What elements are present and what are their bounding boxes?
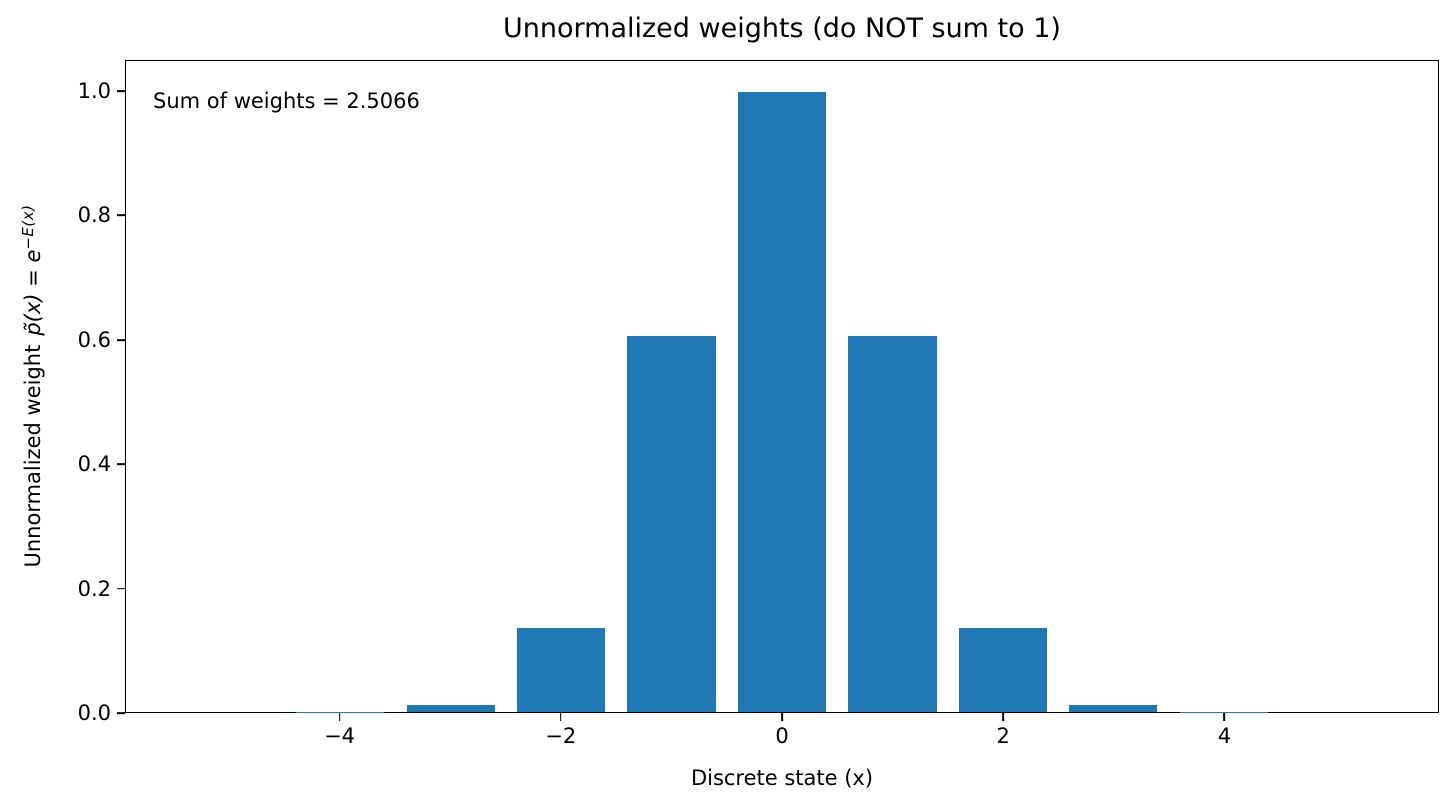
bar-x--2 [516,628,606,712]
x-axis-label: Discrete state (x) [690,766,874,790]
y-tick-mark [117,90,125,92]
y-tick-mark [117,214,125,217]
x-tick-label: −4 [324,724,356,748]
bar-x-3 [1069,705,1158,712]
y-tick-mark [117,587,125,590]
y-axis-label: Unnormalized weight p̃(x) = e−E(x) [15,204,47,567]
y-tick-mark [117,463,125,466]
x-tick-label: −2 [545,724,577,748]
y-axis-label-prefix: Unnormalized weight [21,344,45,568]
x-tick-label: 2 [996,724,1010,748]
y-tick-label: 1.0 [77,79,111,104]
bar-x-2 [958,628,1048,712]
bar-x-0 [737,92,827,712]
y-tick-mark [117,339,125,341]
axes: Sum of weights = 2.5066 [125,60,1439,713]
x-tick-label: 4 [1217,724,1232,748]
x-tick-label: 0 [775,724,789,748]
y-tick-mark [117,712,125,714]
y-tick-label: 0.4 [77,452,111,477]
x-tick-mark [781,713,783,721]
x-tick-mark [338,713,341,721]
bar-x--1 [627,335,716,712]
y-tick-label: 0.2 [77,576,111,601]
y-axis-label-math: p̃(x) = e [21,249,45,336]
bar-x--3 [406,705,495,712]
y-tick-label: 0.6 [77,327,111,352]
x-axis-ticks: −4 −2 0 2 4 [125,713,1439,758]
x-tick-mark [1002,713,1005,721]
y-tick-label: 0.8 [77,203,111,228]
y-axis-label-superscript: −E(x) [19,204,37,250]
bar-x-1 [848,335,937,712]
x-tick-mark [1223,713,1226,721]
y-tick-label: 0.0 [77,701,111,725]
x-tick-mark [559,713,562,721]
y-axis-ticks: 0.0 0.2 0.4 0.6 0.8 1.0 [0,60,125,725]
chart-title: Unnormalized weights (do NOT sum to 1) [503,13,1061,44]
sum-annotation: Sum of weights = 2.5066 [153,89,420,113]
